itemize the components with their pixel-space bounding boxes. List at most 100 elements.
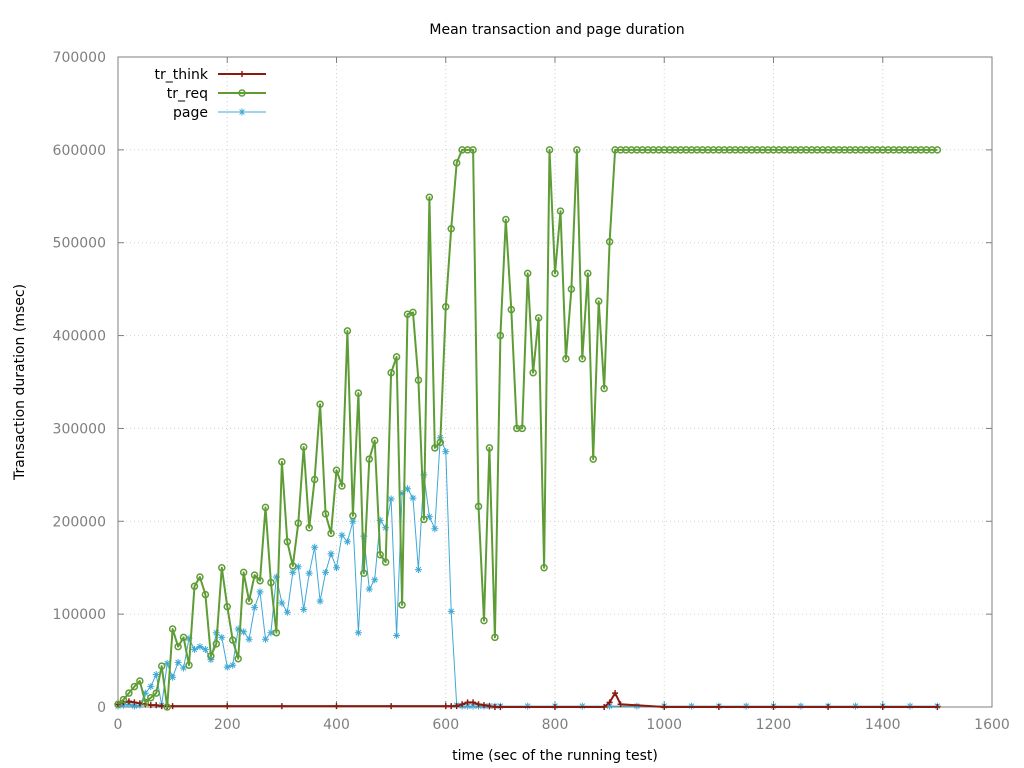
data-point-page: [218, 633, 226, 641]
data-point-page: [256, 588, 264, 596]
x-tick-label: 1200: [756, 717, 792, 733]
data-point-page: [289, 568, 297, 576]
y-tick-label: 400000: [53, 329, 106, 345]
data-point-tr_req: [414, 376, 423, 384]
legend-marker-tr_think: [239, 71, 245, 77]
data-point-tr_req: [168, 625, 177, 633]
legend-label-tr_req: tr_req: [167, 86, 208, 102]
data-point-page: [174, 658, 182, 666]
data-point-tr_req: [370, 436, 379, 445]
data-point-tr_req: [141, 698, 150, 707]
data-point-page: [152, 671, 160, 678]
data-point-tr_req: [496, 331, 505, 340]
data-point-tr_think: [606, 699, 613, 706]
data-point-tr_think: [491, 704, 498, 710]
x-tick-label: 0: [114, 717, 123, 733]
data-point-tr_req: [114, 700, 122, 708]
data-point-page: [365, 585, 373, 593]
data-point-tr_think: [448, 703, 455, 710]
data-point-tr_req: [529, 368, 537, 377]
data-point-tr_think: [770, 704, 777, 710]
series-group: [114, 146, 942, 711]
data-point-tr_req: [480, 616, 488, 625]
data-point-page: [404, 485, 412, 493]
data-point-page: [343, 538, 351, 546]
data-point-tr_req: [540, 563, 548, 572]
data-point-tr_think: [879, 704, 886, 710]
data-point-tr_think: [333, 703, 340, 710]
data-point-tr_req: [523, 269, 532, 278]
data-point-tr_think: [125, 698, 132, 705]
data-point-tr_think: [131, 699, 138, 706]
data-point-tr_think: [497, 704, 504, 710]
data-point-page: [338, 531, 346, 539]
data-point-tr_think: [464, 699, 471, 706]
x-axis-title: time (sec of the running test): [452, 748, 658, 764]
data-point-page: [371, 576, 379, 584]
data-point-tr_req: [387, 368, 395, 377]
data-point-tr_req: [447, 225, 455, 233]
data-point-page: [300, 606, 308, 613]
data-point-page: [305, 569, 313, 577]
x-tick-label: 1400: [865, 717, 901, 733]
legend-entry-page: page: [173, 105, 266, 121]
data-point-tr_req: [332, 466, 341, 474]
data-point-tr_req: [185, 661, 193, 669]
data-point-tr_req: [234, 654, 242, 663]
data-point-page: [606, 702, 614, 710]
series-tr_req: [114, 146, 942, 711]
legend-label-tr_think: tr_think: [155, 67, 209, 83]
data-point-page: [294, 563, 302, 571]
data-point-page: [223, 663, 231, 671]
data-point-tr_req: [223, 602, 231, 611]
data-point-tr_req: [594, 297, 603, 305]
data-point-tr_req: [562, 355, 570, 363]
data-point-tr_think: [601, 704, 608, 710]
data-point-page: [180, 664, 188, 672]
y-tick-label: 300000: [53, 421, 106, 437]
data-point-tr_think: [459, 701, 466, 708]
data-point-tr_req: [556, 207, 565, 215]
data-point-tr_req: [289, 562, 297, 570]
data-point-page: [272, 573, 280, 581]
data-point-tr_req: [502, 215, 510, 224]
data-point-page: [409, 494, 417, 502]
data-point-tr_req: [283, 537, 292, 546]
data-point-page: [333, 564, 340, 572]
data-point-page: [267, 629, 275, 637]
data-point-page: [147, 683, 155, 691]
data-point-tr_req: [294, 519, 303, 527]
data-point-tr_req: [212, 640, 221, 648]
data-point-tr_req: [239, 568, 248, 577]
data-point-tr_req: [343, 327, 352, 335]
data-point-tr_req: [469, 146, 477, 154]
legend-marker-tr_req: [238, 89, 246, 97]
data-point-tr_req: [125, 689, 133, 697]
data-point-tr_req: [349, 511, 357, 520]
data-point-tr_think: [825, 704, 832, 710]
data-point-tr_req: [207, 652, 215, 660]
data-point-tr_req: [250, 571, 259, 579]
data-point-tr_think: [934, 704, 941, 710]
data-point-tr_req: [545, 146, 554, 154]
data-point-page: [322, 568, 330, 576]
data-point-tr_think: [453, 703, 460, 710]
data-point-tr_req: [573, 146, 581, 154]
data-point-page: [283, 608, 291, 616]
data-point-page: [469, 702, 477, 710]
series-page: [114, 434, 941, 710]
data-point-tr_req: [316, 400, 324, 409]
data-point-page: [229, 661, 237, 669]
data-point-tr_req: [452, 159, 461, 167]
data-point-tr_req: [589, 455, 597, 463]
data-point-page: [278, 599, 286, 607]
data-point-page: [316, 597, 324, 605]
data-point-tr_think: [442, 703, 449, 710]
data-point-tr_req: [152, 689, 160, 697]
chart-title: Mean transaction and page duration: [429, 22, 684, 38]
series-line-tr_req: [117, 148, 938, 708]
data-point-page: [196, 643, 204, 651]
data-point-page: [447, 607, 455, 615]
data-point-tr_req: [600, 384, 608, 393]
